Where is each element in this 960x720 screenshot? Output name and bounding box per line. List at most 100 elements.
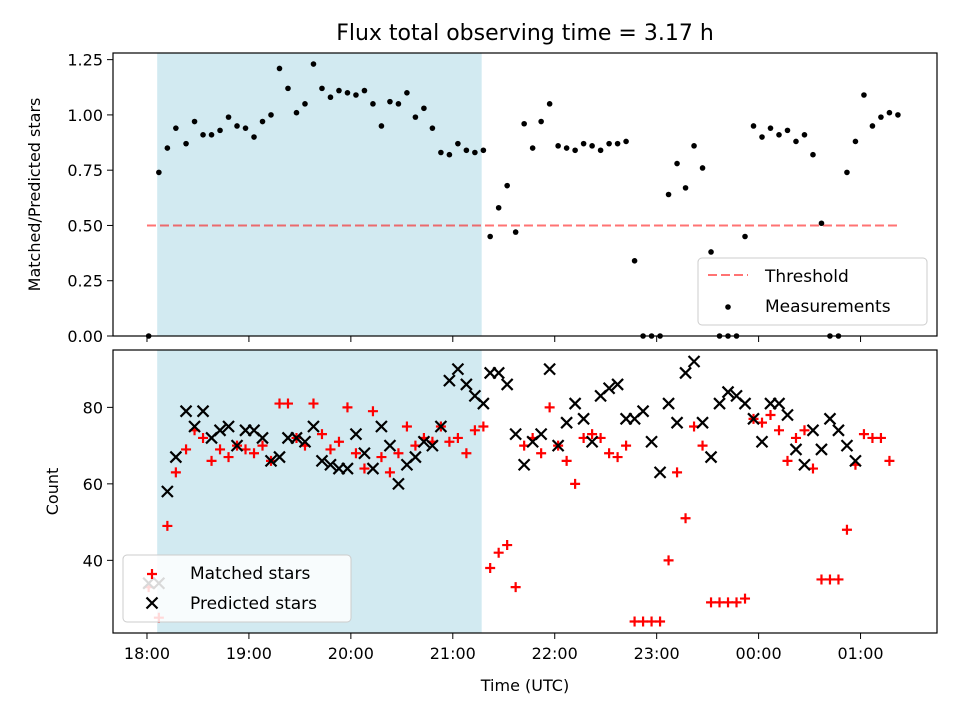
chart-title: Flux total observing time = 3.17 h — [336, 21, 714, 46]
matched-point — [714, 597, 725, 608]
measurement-point — [183, 140, 189, 147]
bottom-axes-frame — [112, 349, 938, 634]
predicted-point — [585, 435, 599, 449]
matched-point — [223, 452, 234, 463]
x-tick-label: 22:00 — [532, 644, 578, 663]
matched-point — [638, 616, 649, 627]
predicted-point — [687, 355, 701, 368]
predicted-point — [256, 431, 269, 445]
matched-point — [612, 452, 623, 463]
measurement-point — [463, 147, 470, 154]
x-axis-label: Time (UTC) — [480, 676, 569, 695]
measurement-point — [480, 147, 487, 154]
predicted-point — [670, 416, 684, 429]
predicted-point — [434, 420, 448, 433]
measurement-point — [191, 118, 198, 125]
y-tick-label: 0.00 — [67, 327, 103, 346]
measurement-point — [208, 132, 215, 138]
matched-point — [350, 448, 361, 459]
predicted-point — [679, 366, 692, 380]
y-tick-label: 1.25 — [67, 51, 103, 70]
matched-point — [858, 429, 869, 440]
measurement-point — [572, 147, 578, 154]
predicted-point — [417, 435, 431, 449]
measurement-point — [285, 85, 291, 92]
measurement-point — [682, 185, 689, 191]
measurement-point — [429, 125, 436, 131]
matched-point — [646, 616, 657, 627]
measurement-point — [455, 140, 461, 147]
measurement-point — [173, 125, 179, 131]
predicted-point — [662, 397, 675, 410]
matched-point — [376, 452, 387, 463]
matched-point — [706, 597, 717, 608]
predicted-point — [704, 450, 718, 464]
measurement-point — [844, 169, 850, 176]
matched-point — [325, 444, 336, 455]
top-panel: 0.00 0.25 0.50 0.75 1.00 1.25 Matched/Predicte… — [25, 51, 938, 346]
matched-point — [604, 448, 615, 459]
measurement-point — [336, 87, 342, 94]
measurement-point — [589, 143, 595, 149]
predicted-point — [789, 443, 803, 456]
legend-matched-swatch — [147, 569, 157, 579]
matched-point — [469, 425, 480, 436]
predicted-point — [815, 443, 828, 456]
matched-point — [444, 436, 455, 447]
measurement-point — [370, 101, 376, 107]
predicted-point — [392, 477, 405, 491]
x-tick-label: 20:00 — [328, 644, 374, 663]
measurement-point — [310, 61, 317, 67]
predicted-point — [636, 404, 650, 418]
predicted-point — [500, 378, 514, 391]
matched-point — [367, 406, 378, 417]
measurement-point — [546, 101, 553, 107]
legend-measurement-swatch — [725, 304, 731, 310]
measurement-point — [878, 114, 884, 120]
measurement-point — [259, 118, 266, 125]
predicted-point — [179, 404, 193, 418]
predicted-point — [460, 378, 473, 391]
predicted-point — [832, 424, 845, 437]
predicted-point — [509, 427, 522, 441]
measurement-point — [801, 132, 808, 138]
measurement-point — [614, 140, 621, 147]
matched-point — [316, 429, 327, 440]
matched-point — [697, 440, 708, 451]
matched-point — [502, 540, 513, 551]
predicted-point — [738, 397, 752, 410]
y-tick-label: 0.25 — [67, 272, 103, 291]
matched-point — [215, 444, 226, 455]
measurement-point — [276, 65, 283, 72]
predicted-point — [375, 420, 388, 433]
measurement-point — [699, 165, 706, 171]
predicted-point — [188, 420, 201, 433]
predicted-point — [409, 450, 422, 464]
matched-point — [393, 448, 404, 459]
top-axes-frame — [112, 52, 938, 337]
predicted-point — [560, 416, 573, 429]
predicted-point — [161, 485, 174, 498]
matched-point — [333, 436, 344, 447]
matched-point — [308, 398, 319, 409]
predicted-point — [772, 397, 786, 410]
measurement-point — [472, 149, 478, 156]
predicted-point — [451, 362, 465, 376]
matched-point — [841, 524, 852, 535]
x-tick-label: 23:00 — [634, 644, 680, 663]
measurement-point — [164, 145, 171, 151]
measurement-point — [852, 138, 859, 145]
matched-point — [493, 547, 504, 558]
measurement-point — [487, 233, 493, 240]
x-tick-label: 01:00 — [837, 644, 883, 663]
predicted-point — [196, 404, 210, 418]
predicted-point — [290, 431, 303, 445]
matched-point — [561, 455, 572, 466]
measurement-point — [580, 140, 587, 147]
matched-point — [282, 398, 293, 409]
predicted-point — [653, 466, 667, 479]
matched-point — [663, 555, 674, 566]
measurement-point — [742, 233, 748, 240]
matched-point — [181, 444, 192, 455]
matched-point — [170, 467, 181, 478]
